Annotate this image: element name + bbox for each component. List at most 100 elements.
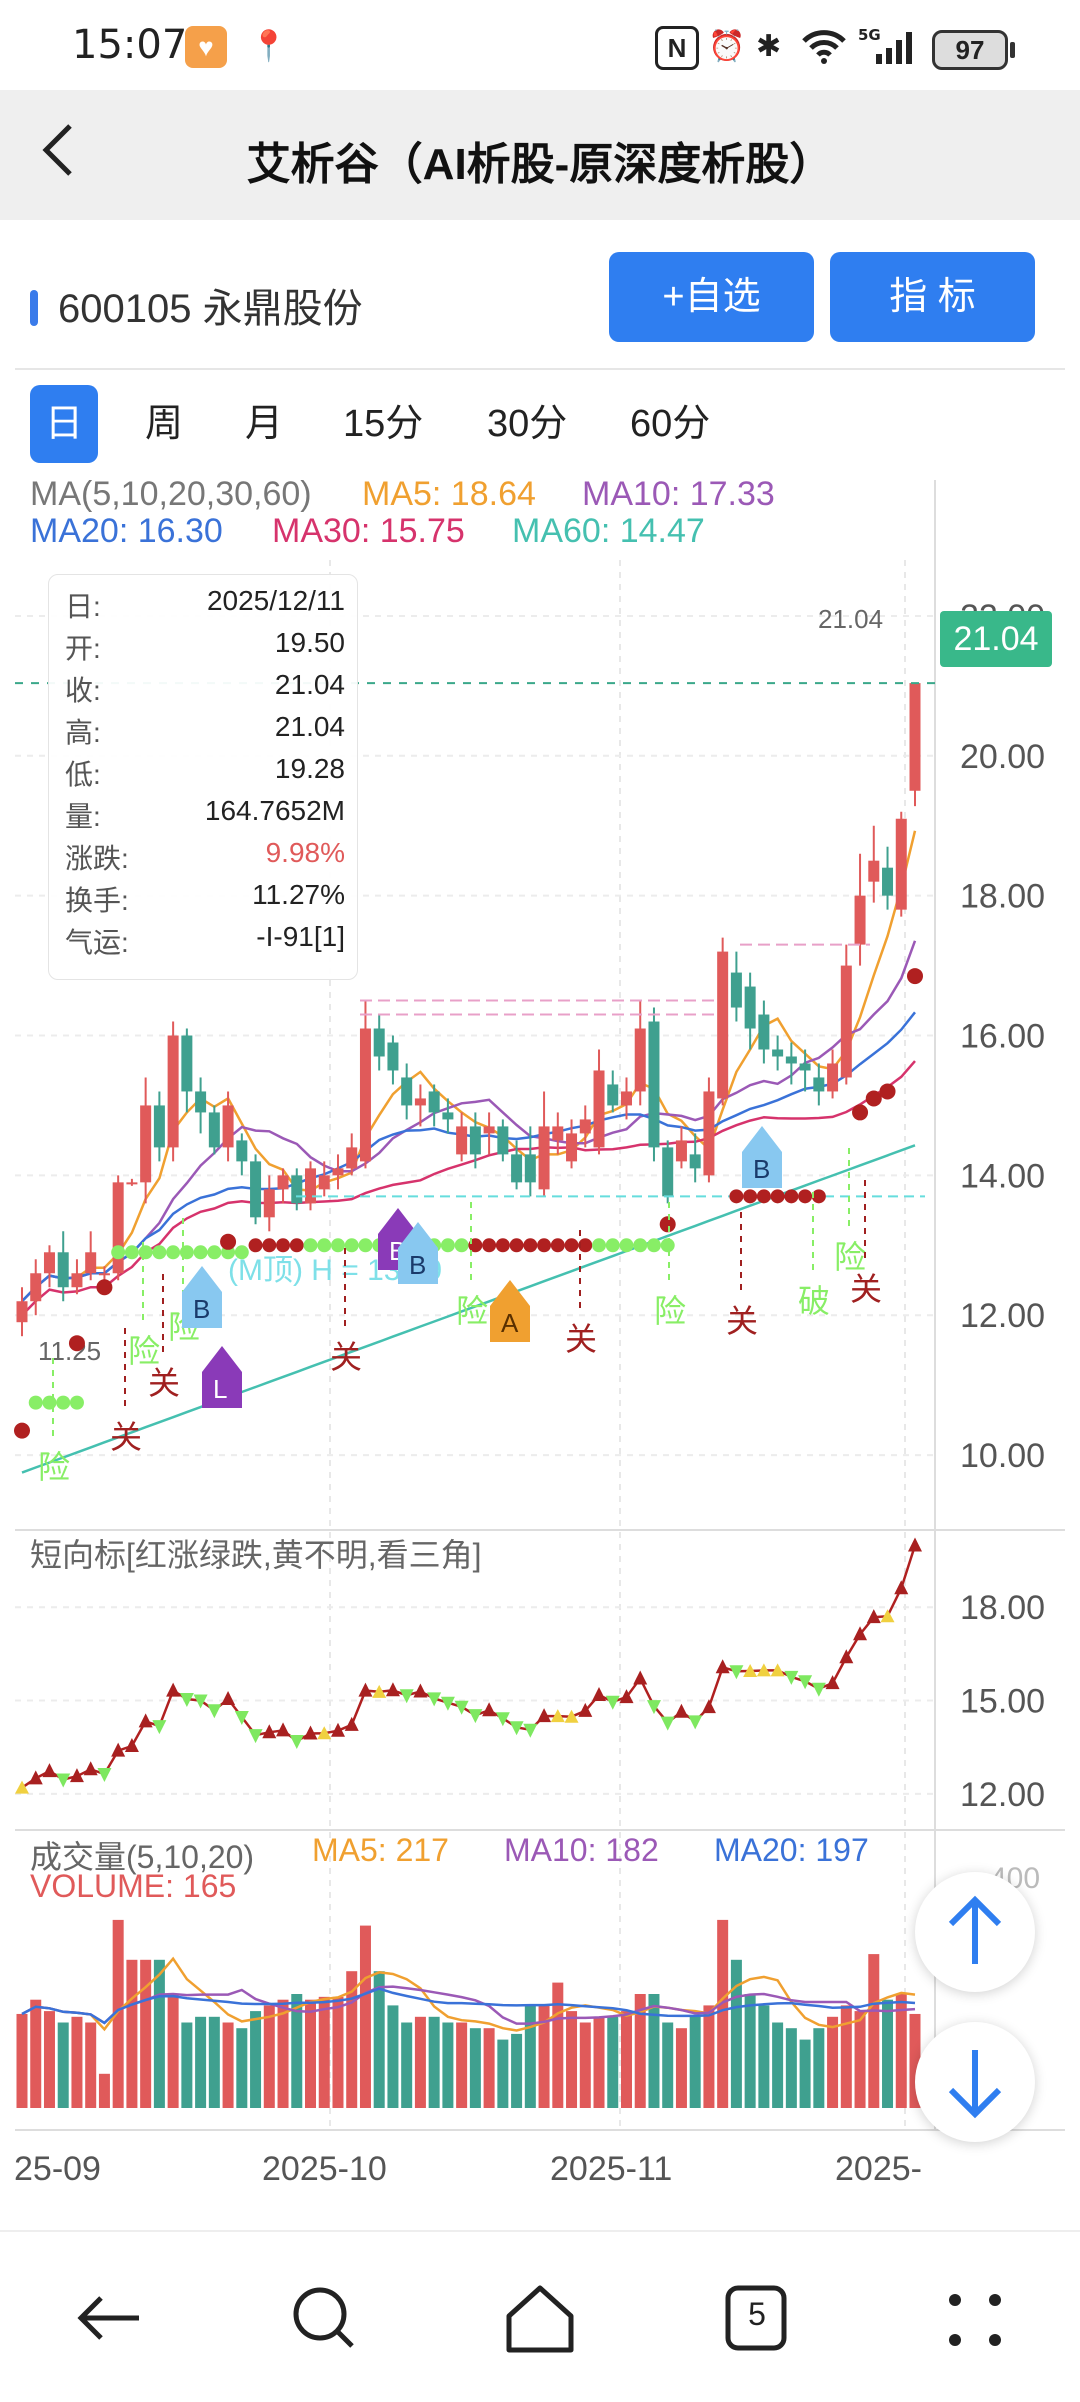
ma10-legend: MA10: 17.33	[582, 475, 775, 513]
volume-bar	[153, 1959, 165, 2108]
x-axis-label: 2025-10	[262, 2150, 387, 2188]
volume-bar	[675, 2028, 687, 2108]
scroll-down-button[interactable]	[915, 2022, 1035, 2142]
signal-marker: B	[182, 1266, 222, 1328]
volume-bar	[401, 2022, 413, 2108]
trend-triangle	[701, 1699, 716, 1714]
candle-body	[373, 1028, 385, 1057]
candle-body	[813, 1077, 825, 1092]
tab-month[interactable]: 月	[245, 403, 284, 445]
volume-bar	[785, 2028, 797, 2108]
signal-label: 关	[850, 1271, 882, 1307]
trend-triangle	[193, 1694, 208, 1709]
tab-60min[interactable]: 60分	[630, 403, 711, 445]
volume-bar	[442, 2022, 454, 2108]
signal-dot	[42, 1395, 57, 1410]
nav-menu-button[interactable]	[930, 2278, 1020, 2358]
tab-day[interactable]: 日	[30, 385, 98, 463]
signal-dot	[220, 1233, 237, 1250]
signal-dot	[28, 1395, 43, 1410]
signal-dot	[784, 1189, 799, 1204]
tab-30min[interactable]: 30分	[487, 403, 568, 445]
candle-body	[579, 1119, 591, 1134]
info-row: 气运: -I-91[1]	[65, 921, 345, 958]
tab-15min[interactable]: 15分	[343, 403, 424, 445]
candle-body	[442, 1112, 454, 1120]
volume-bar	[43, 2011, 55, 2108]
trend-triangle	[221, 1691, 236, 1705]
signal-dot	[289, 1238, 304, 1253]
signal-label: 关	[110, 1419, 142, 1455]
candle-body	[305, 1168, 317, 1204]
map-pin-icon: 📍	[250, 29, 288, 63]
back-button[interactable]	[30, 110, 110, 190]
candle-body	[799, 1063, 811, 1071]
marker-label: B	[753, 1154, 770, 1184]
candle-body	[607, 1084, 619, 1106]
signal-dot	[509, 1238, 524, 1253]
volume-bar	[717, 1919, 729, 2108]
volume-bar	[511, 2033, 523, 2108]
candle-body	[195, 1091, 207, 1113]
trend-triangle	[454, 1700, 469, 1715]
price-axis-label: 20.00	[960, 738, 1045, 776]
signal-label: 关	[726, 1303, 758, 1339]
trend-triangle	[578, 1702, 593, 1717]
ma10-line	[21, 940, 917, 1303]
volume-bar	[827, 2016, 839, 2108]
volume-bar	[291, 1994, 303, 2108]
trend-triangle	[111, 1742, 126, 1757]
info-row: 涨跌: 9.98%	[65, 837, 345, 874]
x-axis-label: 2025-	[835, 2150, 922, 2188]
x-axis-label: 2025-11	[550, 2150, 672, 2188]
signal-dot	[619, 1238, 634, 1253]
scroll-up-button[interactable]	[915, 1872, 1035, 1992]
price-axis-label: 10.00	[960, 1437, 1045, 1475]
signal-dot	[743, 1189, 758, 1204]
signal-dot	[317, 1238, 332, 1253]
signal-dot	[440, 1238, 455, 1253]
candle-body	[648, 1021, 660, 1148]
tab-week[interactable]: 周	[145, 403, 184, 445]
indicator-button[interactable]: 指 标	[830, 252, 1035, 342]
info-row: 收: 21.04	[65, 669, 345, 706]
signal-dot	[550, 1238, 565, 1253]
signal-dot	[659, 1216, 676, 1233]
alarm-icon: ⏰	[708, 29, 746, 63]
signal-dot	[330, 1238, 345, 1253]
trend-triangle	[276, 1722, 291, 1737]
candle-body	[552, 1126, 564, 1141]
signal-dot	[69, 1395, 84, 1410]
candle-body	[16, 1301, 28, 1323]
candle-body	[538, 1126, 550, 1190]
trend-triangle	[124, 1737, 139, 1752]
volume-bar	[648, 1994, 660, 2108]
volume-bar	[840, 2005, 852, 2108]
nav-back-button[interactable]	[65, 2278, 155, 2358]
ma30-line	[21, 1060, 916, 1317]
marker-label: B	[409, 1250, 426, 1280]
wifi-icon	[800, 26, 848, 66]
trend-triangle	[605, 1695, 620, 1710]
trend-triangle	[152, 1720, 167, 1735]
nav-search-button[interactable]	[280, 2278, 370, 2358]
svg-text:5G: 5G	[858, 26, 881, 44]
add-watchlist-button[interactable]: +自选	[609, 252, 814, 342]
volume-bar	[346, 1971, 358, 2108]
volume-bar	[868, 1954, 880, 2108]
candle-body	[181, 1035, 193, 1092]
volume-bar	[414, 2016, 426, 2108]
trend-triangle	[399, 1689, 414, 1704]
nav-tabs-button[interactable]: 5	[712, 2278, 802, 2358]
price-axis-label: 16.00	[960, 1018, 1045, 1056]
volume-bar	[744, 1994, 756, 2108]
candle-body	[868, 860, 880, 882]
last-price-tag: 21.04	[940, 611, 1052, 667]
trend-triangle	[495, 1712, 510, 1727]
trend-triangle	[798, 1675, 813, 1690]
trend-triangle	[715, 1659, 730, 1674]
nav-home-button[interactable]	[495, 2278, 585, 2358]
candle-body	[483, 1126, 495, 1134]
candle-body	[126, 1182, 138, 1185]
